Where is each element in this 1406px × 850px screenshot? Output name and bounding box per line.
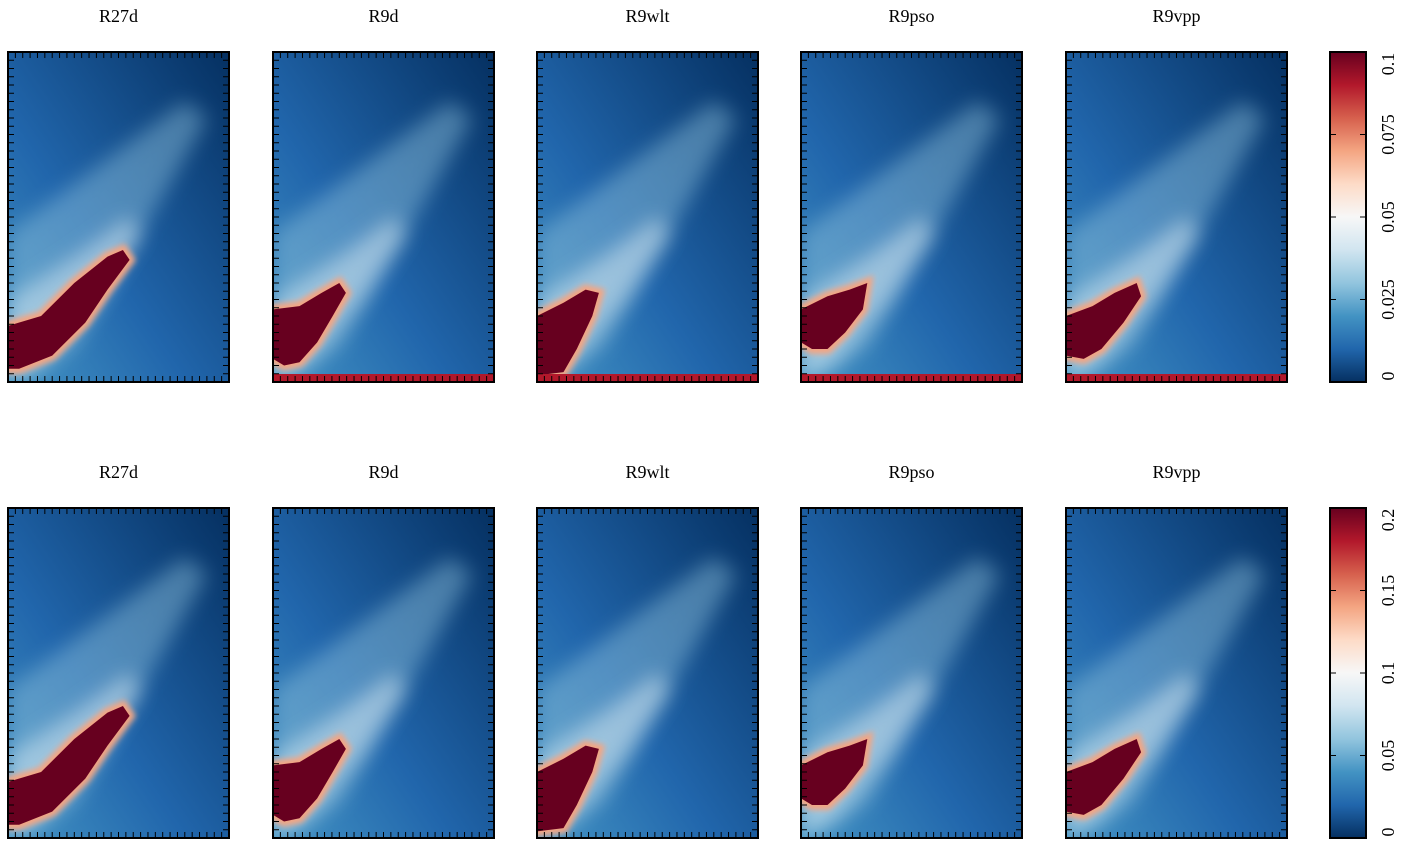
panel-frame [1065,51,1288,383]
panel-title: R9wlt [625,6,669,26]
colorbar-tick-label: 0.025 [1378,279,1398,320]
heatmap-panel [1066,508,1287,838]
heatmap-blob [273,283,346,366]
colorbar-tick-label: 0.1 [1378,662,1398,685]
panel-frame [272,51,495,383]
panel-title: R9d [368,6,398,26]
heatmap-blob [537,289,599,376]
heatmap-blob [537,745,599,832]
panel-title: R9vpp [1152,6,1200,26]
heatmap-panel [537,508,758,838]
colorbar-tick-label: 0.2 [1378,509,1398,532]
panel-title: R27d [99,462,138,482]
heatmap-panel [801,508,1022,838]
panel-frame [1065,507,1288,839]
panel-title: R9d [368,462,398,482]
panel-frame [536,51,759,383]
heatmap-blob [801,283,868,349]
heatmap-blob [1066,739,1142,815]
panel-title: R9pso [888,6,934,26]
colorbar-tick-label: 0.1 [1378,53,1398,76]
colorbar-tick-label: 0 [1378,828,1398,837]
heatmap-panel [801,52,1022,382]
heatmap-blob [273,739,346,822]
panel-title: R9pso [888,462,934,482]
panel-frame [800,507,1023,839]
panel-frame [536,507,759,839]
heatmap-blob [8,706,130,825]
heatmap-panel [537,52,758,382]
colorbar-tick-label: 0 [1378,372,1398,381]
heatmap-panel [8,508,229,838]
panel-frame [7,507,230,839]
panel-frame [800,51,1023,383]
panel-title: R9wlt [625,462,669,482]
heatmap-panel [273,52,494,382]
colorbar-tick-label: 0.15 [1378,575,1398,607]
heatmap-panel [273,508,494,838]
panel-title: R27d [99,6,138,26]
heatmap-blob [801,739,868,805]
heatmap-blob [1066,283,1142,359]
colorbar-tick-label: 0.05 [1378,201,1398,233]
colorbar-tick-label: 0.075 [1378,114,1398,155]
colorbar-tick-label: 0.05 [1378,740,1398,772]
heatmap-blob [8,250,130,369]
panel-frame [7,51,230,383]
heatmap-panel [1066,52,1287,382]
panel-frame [272,507,495,839]
panel-title: R9vpp [1152,462,1200,482]
heatmap-panel [8,52,229,382]
